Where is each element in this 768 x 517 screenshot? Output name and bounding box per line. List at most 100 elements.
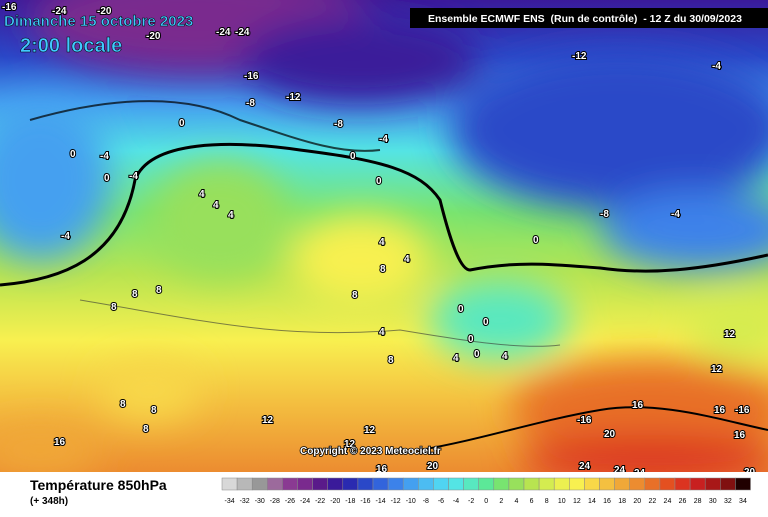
legend-label: -12 <box>391 498 401 505</box>
legend-label: -26 <box>285 498 295 505</box>
contour-label: -8 <box>600 209 609 220</box>
contour-label: 0 <box>458 304 464 315</box>
contour-label: 8 <box>120 399 126 410</box>
legend-label: -10 <box>406 498 416 505</box>
contour-label: 4 <box>228 210 234 221</box>
legend-swatch <box>644 477 661 491</box>
contour-label: 0 <box>474 349 480 360</box>
variable-name: Température 850hPa <box>30 477 167 493</box>
legend-swatch <box>523 477 540 491</box>
contour-label: 8 <box>143 424 149 435</box>
contour-label: 8 <box>151 405 157 416</box>
contour-label: 20 <box>427 461 439 472</box>
contour-label: -4 <box>712 61 721 72</box>
contour-label: 0 <box>533 235 539 246</box>
contour-label: -20 <box>146 31 161 42</box>
legend-swatch <box>614 477 630 491</box>
legend-label: 8 <box>545 498 549 505</box>
legend-label: -20 <box>330 498 340 505</box>
legend-label: 12 <box>573 498 581 505</box>
legend-swatch <box>569 477 585 491</box>
legend-label: 2 <box>499 498 503 505</box>
color-legend: -34 -32 -30 -28 -26 -24 -22 -20 -18 -16 -14 -12 -10-… <box>221 477 751 505</box>
contour-label: -4 <box>671 209 680 220</box>
legend-swatch <box>267 477 283 491</box>
legend-swatch <box>342 477 359 491</box>
contour-label: 16 <box>632 400 644 411</box>
contour-label: -4 <box>379 134 388 145</box>
legend-swatch <box>584 477 600 491</box>
contour-label: 12 <box>364 425 376 436</box>
legend-label: -22 <box>315 498 325 505</box>
legend-label: 22 <box>648 498 656 505</box>
legend-swatch <box>720 477 736 491</box>
contour-label: 0 <box>483 317 489 328</box>
contour-label: -16 <box>244 71 259 82</box>
legend-label: 18 <box>618 498 626 505</box>
legend-label: 4 <box>514 498 518 505</box>
contour-label: -4 <box>129 171 138 182</box>
contour-label: 0 <box>104 173 110 184</box>
contour-label: 16 <box>734 430 746 441</box>
contour-label: -16 <box>735 405 750 416</box>
contour-label: -4 <box>100 151 109 162</box>
contour-label: 0 <box>350 151 356 162</box>
contour-label: 8 <box>352 290 358 301</box>
legend-swatch <box>674 477 691 491</box>
legend-label: -18 <box>345 498 355 505</box>
contour-label: 12 <box>711 364 723 375</box>
contour-label: 8 <box>380 264 386 275</box>
legend-swatch <box>463 477 479 491</box>
contour-label: -24 <box>52 6 67 17</box>
contour-label: 8 <box>156 285 162 296</box>
legend-label: 20 <box>633 498 641 505</box>
contour-label: 4 <box>199 189 205 200</box>
contour-label: 12 <box>344 439 356 450</box>
legend-label: -34 <box>224 498 234 505</box>
legend-label: -4 <box>453 498 459 505</box>
legend-swatch <box>282 477 298 491</box>
legend-swatch <box>433 477 449 491</box>
header-box <box>410 8 768 28</box>
legend-swatch <box>659 477 676 491</box>
contour-label: 20 <box>604 429 616 440</box>
legend-swatch <box>508 477 525 491</box>
contour-label: 4 <box>404 254 410 265</box>
contour-label: 4 <box>379 327 385 338</box>
legend-label: -30 <box>255 498 265 505</box>
legend-swatch <box>387 477 404 491</box>
legend-swatch <box>221 477 238 491</box>
legend-label: 32 <box>724 498 732 505</box>
contour-label: 4 <box>213 200 219 211</box>
legend-swatch <box>735 477 751 491</box>
legend-swatch <box>629 477 646 491</box>
contour-label: -20 <box>97 6 112 17</box>
contour-label: 12 <box>262 415 274 426</box>
legend-swatch <box>478 477 495 491</box>
legend-swatch <box>312 477 328 491</box>
contour-label: 4 <box>379 237 385 248</box>
legend-swatch <box>538 477 555 491</box>
legend-swatch <box>372 477 389 491</box>
copyright: Copyright © 2023 Meteociel.fr <box>300 446 441 457</box>
contour-label: -24 <box>216 27 231 38</box>
contour-label: 8 <box>388 355 394 366</box>
contour-label: 16 <box>54 437 66 448</box>
contour-label: -16 <box>2 2 17 13</box>
legend-label: 28 <box>694 498 702 505</box>
contour-label: -8 <box>246 98 255 109</box>
contour-label: 16 <box>714 405 726 416</box>
legend-swatch <box>236 477 253 491</box>
legend-swatch <box>327 477 344 491</box>
map-subtitle: 2:00 locale <box>20 35 122 57</box>
legend-label: -2 <box>468 498 474 505</box>
legend-label: 24 <box>664 498 672 505</box>
legend-label: 14 <box>588 498 596 505</box>
legend-swatch <box>704 477 721 491</box>
contour-label: -12 <box>286 92 301 103</box>
legend-label: 10 <box>558 498 566 505</box>
legend-label: -16 <box>360 498 370 505</box>
header-text: Ensemble ECMWF ENS (Run de contrôle) - 1… <box>428 13 742 25</box>
contour-label: 8 <box>111 302 117 313</box>
